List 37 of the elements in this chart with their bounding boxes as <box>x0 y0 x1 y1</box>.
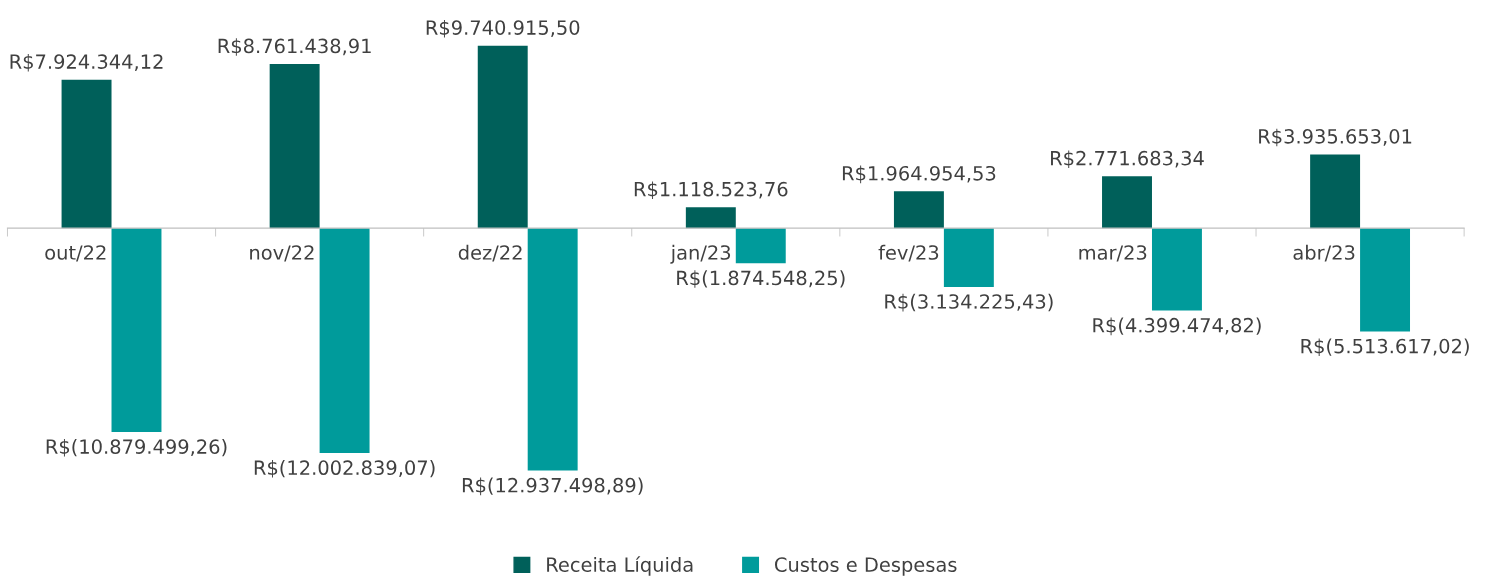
bar <box>893 191 944 229</box>
bar <box>735 228 786 264</box>
data-label: R$(4.399.474,82) <box>1093 317 1261 336</box>
bar <box>319 228 370 454</box>
data-label: R$9.740.915,50 <box>426 19 580 38</box>
data-label: R$(5.513.617,02) <box>1301 338 1469 357</box>
bar <box>1310 154 1361 229</box>
bar <box>1151 228 1202 311</box>
bar <box>269 64 320 229</box>
data-label: R$7.924.344,12 <box>10 53 163 72</box>
data-label: R$8.761.438,91 <box>218 38 371 56</box>
data-label: R$2.771.683,34 <box>1051 150 1204 169</box>
bar <box>527 228 578 471</box>
bar <box>61 79 112 229</box>
data-label: R$(1.874.548,25) <box>677 270 845 288</box>
bar <box>477 45 528 229</box>
x-tick-label: dez/22 <box>458 244 522 262</box>
x-tick-label: abr/23 <box>1293 244 1355 262</box>
legend-label: Receita Líquida <box>547 556 693 576</box>
bar <box>111 228 162 432</box>
x-tick-label: mar/23 <box>1079 245 1147 262</box>
bar <box>943 228 994 287</box>
data-label: R$(10.879.499,26) <box>46 438 227 457</box>
data-label: R$1.964.954,53 <box>842 165 996 184</box>
data-label: R$(12.937.498,89) <box>462 477 643 496</box>
x-tick-label: jan/23 <box>670 244 731 264</box>
data-label: R$3.935.653,01 <box>1259 128 1412 147</box>
data-label: R$1.118.523,76 <box>634 181 788 200</box>
bar <box>1360 228 1411 332</box>
x-tick-label: out/22 <box>45 245 106 262</box>
x-tick-label: nov/22 <box>250 245 314 262</box>
legend-label: Custos e Despesas <box>775 557 957 576</box>
bar <box>1102 176 1152 229</box>
data-label: R$(3.134.225,43) <box>885 293 1053 312</box>
bar <box>685 207 736 229</box>
data-label: R$(12.002.839,07) <box>254 459 435 478</box>
x-tick-label: fev/23 <box>878 244 939 262</box>
